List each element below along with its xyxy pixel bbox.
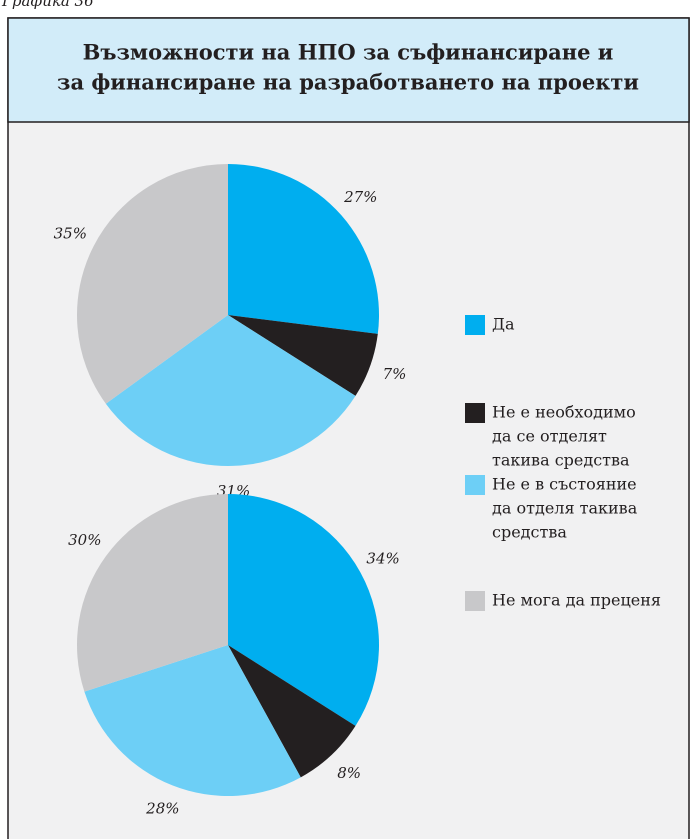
pie-slice <box>84 645 301 796</box>
legend-label: Не мога да преценя <box>492 591 661 610</box>
legend-swatch <box>465 403 485 423</box>
legend-label: такива средства <box>492 451 630 470</box>
legend-label: Не е в състояние <box>492 475 637 494</box>
value-label: 28% <box>145 800 179 818</box>
legend-label: да се отделят <box>492 427 607 446</box>
legend-label: да отделя такива <box>492 499 638 518</box>
legend-label: Да <box>492 315 515 334</box>
value-label: 8% <box>337 764 361 782</box>
pie-slice <box>228 315 378 396</box>
value-label: 27% <box>343 188 377 206</box>
pie-slice <box>228 645 356 778</box>
chart-title: за финансиране на разработването на прое… <box>57 70 639 95</box>
value-label: 7% <box>383 365 407 383</box>
chart-title: Възможности на НПО за съфинансиране и <box>83 40 614 65</box>
pie-slice <box>77 164 229 404</box>
value-label: 35% <box>54 225 87 243</box>
legend-swatch <box>465 475 485 495</box>
value-label: 34% <box>366 550 399 568</box>
pie-slice <box>76 493 228 692</box>
legend-label: Не е необходимо <box>492 403 636 422</box>
legend-swatch <box>465 315 485 335</box>
legend-label: средства <box>492 523 567 542</box>
figure-label: Графика 36 <box>1 0 94 10</box>
title-box <box>7 17 690 123</box>
pie-slice <box>105 315 356 467</box>
pie-slice <box>228 164 379 334</box>
value-label: 30% <box>68 531 101 549</box>
legend-swatch <box>465 591 485 611</box>
pie-slice <box>228 494 380 726</box>
